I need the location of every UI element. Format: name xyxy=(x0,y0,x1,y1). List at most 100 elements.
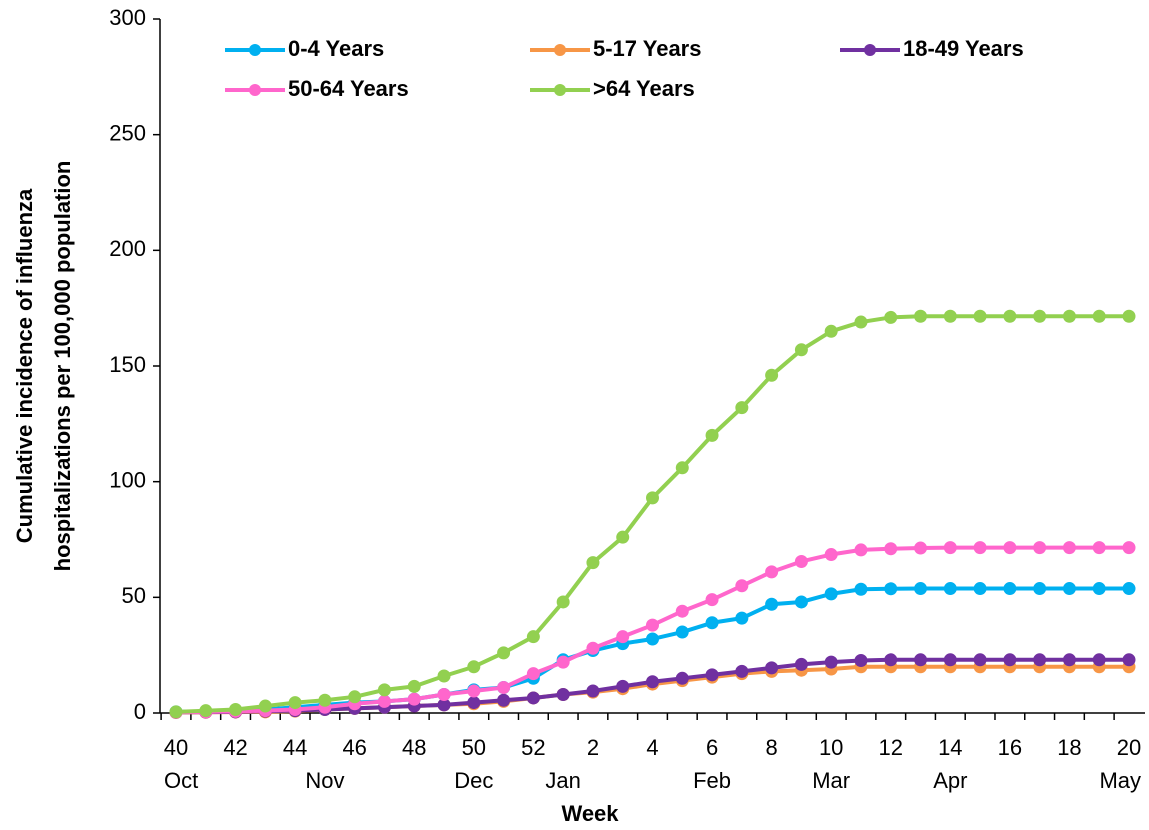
x-tick-label: 50 xyxy=(462,735,486,760)
point xyxy=(824,655,838,669)
point xyxy=(1033,582,1047,596)
x-tick-label: 52 xyxy=(521,735,545,760)
point xyxy=(1092,653,1106,667)
point xyxy=(646,632,659,646)
point xyxy=(1003,541,1017,555)
point xyxy=(824,587,838,601)
point xyxy=(943,309,957,323)
y-tick-label: 300 xyxy=(109,5,146,30)
x-tick-label: 10 xyxy=(819,735,843,760)
y-tick-label: 0 xyxy=(134,699,146,724)
point xyxy=(1003,582,1017,596)
point xyxy=(497,681,511,695)
point xyxy=(943,582,957,596)
point xyxy=(914,653,928,667)
point xyxy=(556,687,570,701)
point xyxy=(705,428,719,442)
x-tick-label: 20 xyxy=(1117,735,1141,760)
legend-marker xyxy=(864,44,876,56)
point xyxy=(794,554,808,568)
point xyxy=(1062,541,1076,555)
point xyxy=(199,704,213,718)
point xyxy=(229,703,243,717)
point xyxy=(973,309,987,323)
point xyxy=(973,653,987,667)
point xyxy=(437,669,451,683)
x-tick-label: 4 xyxy=(646,735,658,760)
point xyxy=(1092,541,1106,555)
legend-label: >64 Years xyxy=(593,76,695,101)
point xyxy=(854,315,868,329)
x-tick-label: 2 xyxy=(587,735,599,760)
point xyxy=(675,625,689,639)
point xyxy=(1003,653,1017,667)
point xyxy=(646,491,659,505)
point xyxy=(377,694,391,708)
point xyxy=(169,705,183,719)
point xyxy=(646,618,659,632)
y-tick-label: 200 xyxy=(109,236,146,261)
point xyxy=(854,582,868,596)
point xyxy=(1122,309,1136,323)
point xyxy=(705,593,719,607)
y-tick-label: 250 xyxy=(109,120,146,145)
point xyxy=(1033,653,1047,667)
point xyxy=(318,693,332,707)
series-line xyxy=(175,314,1129,714)
point xyxy=(675,461,689,475)
legend-label: 0-4 Years xyxy=(288,36,384,61)
point xyxy=(258,699,272,713)
series-line xyxy=(175,586,1129,714)
x-group-label: Oct xyxy=(164,768,198,793)
point xyxy=(467,696,481,710)
y-tick-label: 150 xyxy=(109,352,146,377)
point xyxy=(526,691,540,705)
y-tick-label: 50 xyxy=(122,583,146,608)
point xyxy=(556,595,570,609)
point xyxy=(884,310,898,324)
point xyxy=(1092,582,1106,596)
x-axis-title: Week xyxy=(561,801,619,826)
point xyxy=(1062,653,1076,667)
point xyxy=(705,668,719,682)
point xyxy=(288,696,302,710)
point xyxy=(646,675,659,689)
x-group-label: Mar xyxy=(812,768,850,793)
point xyxy=(1033,541,1047,555)
y-axis-title: hospitalizations per 100,000 population xyxy=(50,161,75,572)
legend-marker xyxy=(554,84,566,96)
point xyxy=(586,684,600,698)
point xyxy=(705,616,719,630)
x-group-label: Jan xyxy=(545,768,580,793)
point xyxy=(765,368,779,382)
x-group-label: Apr xyxy=(933,768,967,793)
legend-label: 5-17 Years xyxy=(593,36,701,61)
point xyxy=(556,655,570,669)
point xyxy=(586,556,600,570)
point xyxy=(914,582,928,596)
point xyxy=(1033,309,1047,323)
point xyxy=(675,604,689,618)
point xyxy=(973,541,987,555)
point xyxy=(437,687,451,701)
x-tick-label: 16 xyxy=(998,735,1022,760)
point xyxy=(675,671,689,685)
point xyxy=(794,595,808,609)
point xyxy=(735,664,749,678)
point xyxy=(794,657,808,671)
point xyxy=(854,653,868,667)
point xyxy=(765,597,779,611)
legend-marker xyxy=(249,44,261,56)
x-tick-label: 40 xyxy=(164,735,188,760)
point xyxy=(1092,309,1106,323)
point xyxy=(973,582,987,596)
point xyxy=(824,324,838,338)
point xyxy=(616,679,630,693)
point xyxy=(1122,541,1136,555)
point xyxy=(1062,309,1076,323)
point xyxy=(765,661,779,675)
legend-label: 50-64 Years xyxy=(288,76,409,101)
x-group-label: Feb xyxy=(693,768,731,793)
legend-marker xyxy=(554,44,566,56)
